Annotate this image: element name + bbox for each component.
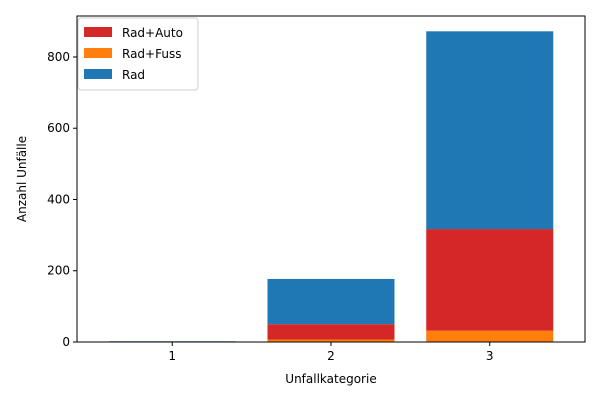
bar-rad-fuss-2 bbox=[267, 339, 395, 342]
bar-rad-3 bbox=[426, 31, 554, 230]
x-tick-label: 1 bbox=[168, 349, 176, 363]
bar-rad-auto-3 bbox=[426, 229, 554, 331]
y-tick-label: 600 bbox=[47, 121, 70, 135]
legend-swatch bbox=[84, 27, 112, 37]
bar-rad-2 bbox=[267, 278, 395, 325]
y-tick-label: 400 bbox=[47, 192, 70, 206]
y-axis-ticks: 0 200 400 600 800 bbox=[47, 50, 77, 349]
legend-label: Rad+Fuss bbox=[122, 47, 181, 61]
x-axis-label: Unfallkategorie bbox=[285, 372, 376, 386]
bars-group bbox=[108, 31, 554, 342]
bar-rad-fuss-3 bbox=[426, 330, 554, 342]
x-tick-label: 3 bbox=[486, 349, 494, 363]
y-tick-label: 200 bbox=[47, 264, 70, 278]
y-tick-label: 800 bbox=[47, 50, 70, 64]
y-tick-label: 0 bbox=[62, 335, 70, 349]
y-axis-label: Anzahl Unfälle bbox=[15, 136, 29, 222]
legend: Rad+Auto Rad+Fuss Rad bbox=[77, 17, 199, 91]
x-axis-ticks: 1 2 3 bbox=[168, 342, 494, 363]
x-tick-label: 2 bbox=[327, 349, 335, 363]
legend-swatch bbox=[84, 48, 112, 58]
legend-label: Rad bbox=[122, 68, 145, 82]
legend-swatch bbox=[84, 69, 112, 79]
legend-label: Rad+Auto bbox=[122, 26, 183, 40]
bar-rad-auto-2 bbox=[267, 324, 395, 340]
